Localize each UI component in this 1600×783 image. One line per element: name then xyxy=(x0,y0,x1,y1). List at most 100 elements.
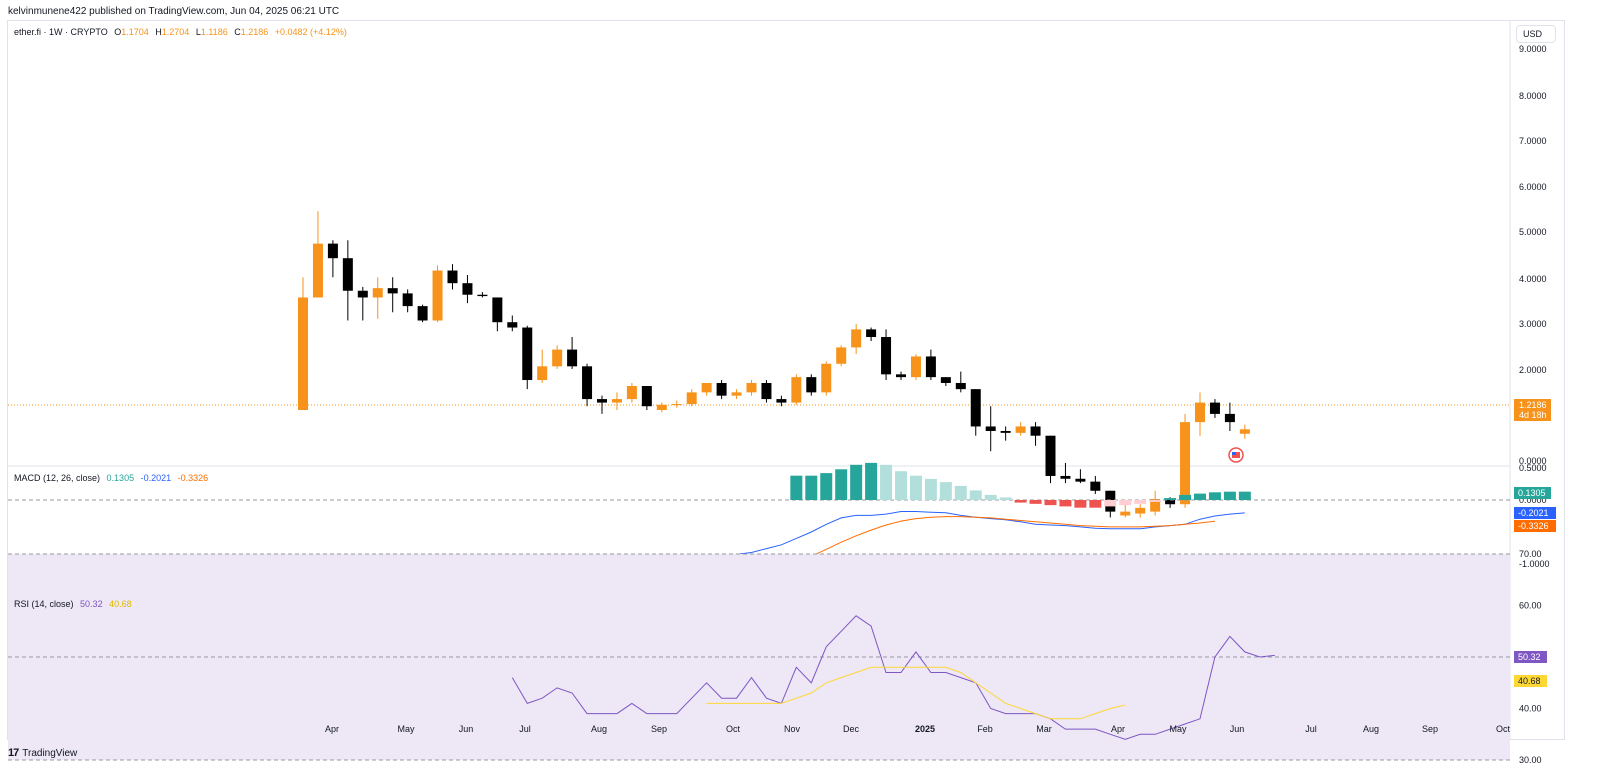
currency-button[interactable]: USD xyxy=(1516,25,1556,43)
macd-histogram-bar xyxy=(865,462,878,500)
time-axis-tick: Jun xyxy=(1230,724,1245,734)
low-label: L xyxy=(195,27,201,37)
candle-body xyxy=(1224,413,1235,423)
rsi-ma-line xyxy=(706,666,1126,720)
macd-histogram-bar xyxy=(895,471,907,500)
rsi-value: 50.32 xyxy=(80,599,103,609)
macd-histogram-bar xyxy=(850,464,863,500)
candle-body xyxy=(387,288,398,294)
time-axis-tick: Aug xyxy=(1363,724,1379,734)
macd-line-tag: -0.2021 xyxy=(1514,507,1556,519)
rsi-legend: RSI (14, close) 50.32 40.68 xyxy=(14,599,136,609)
macd-histogram-bar xyxy=(1164,498,1177,500)
candle-body xyxy=(1090,481,1101,491)
candle-body xyxy=(1239,429,1250,434)
macd-histogram-bar xyxy=(1179,494,1192,500)
candle-body xyxy=(611,399,622,403)
candle-body xyxy=(910,356,921,378)
rsi-line xyxy=(511,615,1275,740)
macd-title[interactable]: MACD (12, 26, close) xyxy=(14,473,101,483)
time-axis-tick: Oct xyxy=(726,724,741,734)
time-axis-tick: Feb xyxy=(977,724,993,734)
candle-body xyxy=(1060,475,1071,479)
tradingview-brand[interactable]: 17 TradingView xyxy=(8,747,77,759)
candle-body xyxy=(1165,498,1176,505)
last-price-tag: 1.2186 4d 18h xyxy=(1514,399,1551,421)
time-axis-tick: Apr xyxy=(1111,724,1125,734)
candle-body xyxy=(1120,511,1131,516)
candle-body xyxy=(656,404,667,410)
time-axis-tick: Jul xyxy=(1305,724,1317,734)
time-axis-tick: Aug xyxy=(591,724,607,734)
candle-body xyxy=(836,347,847,364)
macd-histogram-bar xyxy=(1194,493,1206,500)
candle-body xyxy=(1150,498,1161,512)
open-label: O xyxy=(114,27,122,37)
time-axis-tick: Oct xyxy=(1496,724,1511,734)
candle-body xyxy=(1209,402,1220,414)
macd-signal-line xyxy=(796,516,1215,564)
candle-body xyxy=(970,389,981,427)
candle-body xyxy=(701,382,712,393)
time-axis-tick: Mar xyxy=(1036,724,1052,734)
candle-body xyxy=(925,356,936,378)
macd-histogram-bar xyxy=(790,475,803,500)
brand-name: TradingView xyxy=(22,747,78,759)
candle-body xyxy=(432,270,443,321)
candle-body xyxy=(1135,507,1146,514)
price-axis-tick: 5.0000 xyxy=(1519,227,1547,237)
macd-axis-tick: 0.5000 xyxy=(1519,463,1547,473)
candle-body xyxy=(791,377,802,403)
macd-histogram-bar xyxy=(1134,500,1147,504)
time-axis-tick: Jun xyxy=(459,724,474,734)
candle-body xyxy=(507,322,518,328)
price-axis-tick: 7.0000 xyxy=(1519,136,1547,146)
candle-body xyxy=(716,382,727,396)
price-axis-tick: 3.0000 xyxy=(1519,319,1547,329)
candle-body xyxy=(597,399,607,403)
rsi-title[interactable]: RSI (14, close) xyxy=(14,599,74,609)
open-value: 1.1704 xyxy=(121,27,149,37)
candle-body xyxy=(821,363,832,393)
candle-body xyxy=(567,349,578,367)
macd-histogram-bar xyxy=(835,469,848,500)
price-axis-tick: 2.0000 xyxy=(1519,365,1547,375)
macd-line-value: -0.2021 xyxy=(140,473,172,483)
candle-body xyxy=(985,426,996,431)
macd-histogram-bar xyxy=(1208,492,1221,500)
symbol-label[interactable]: ether.fi · 1W · CRYPTO xyxy=(14,27,108,37)
macd-histogram-bar xyxy=(1014,500,1027,503)
price-axis-tick: 0.0000 xyxy=(1519,456,1547,466)
candle-body xyxy=(1015,426,1026,433)
low-value: 1.1186 xyxy=(200,27,228,37)
macd-histogram-bar xyxy=(1104,500,1117,507)
macd-histogram-bar xyxy=(1089,500,1102,508)
macd-signal-tag: -0.3326 xyxy=(1514,520,1556,532)
candle-body xyxy=(582,366,593,400)
macd-histogram-bar xyxy=(1149,500,1162,502)
candle-body xyxy=(776,399,787,403)
us-flag-canton-icon xyxy=(1232,452,1236,455)
candle-body xyxy=(940,377,951,383)
candle-body xyxy=(896,374,906,378)
macd-hist-tag: 0.1305 xyxy=(1514,487,1551,499)
last-price-value: 1.2186 xyxy=(1519,400,1547,410)
close-value: 1.2186 xyxy=(240,27,269,37)
candle-body xyxy=(1000,430,1011,433)
candle-body xyxy=(851,329,862,348)
candle-body xyxy=(686,392,697,405)
macd-histogram-bar xyxy=(909,475,922,500)
tradingview-logo-icon: 17 xyxy=(8,747,19,759)
candle-body xyxy=(1045,435,1056,476)
time-axis-tick: 2025 xyxy=(915,724,935,734)
macd-signal-value: -0.3326 xyxy=(177,473,209,483)
macd-histogram-bar xyxy=(1059,500,1072,507)
candle-body xyxy=(626,386,637,400)
candle-body xyxy=(312,243,323,298)
candle-body xyxy=(671,404,682,406)
rsi-ma-value: 40.68 xyxy=(109,599,132,609)
bar-countdown: 4d 18h xyxy=(1519,410,1547,420)
candle-body xyxy=(402,293,413,307)
time-axis-tick: Dec xyxy=(843,724,860,734)
